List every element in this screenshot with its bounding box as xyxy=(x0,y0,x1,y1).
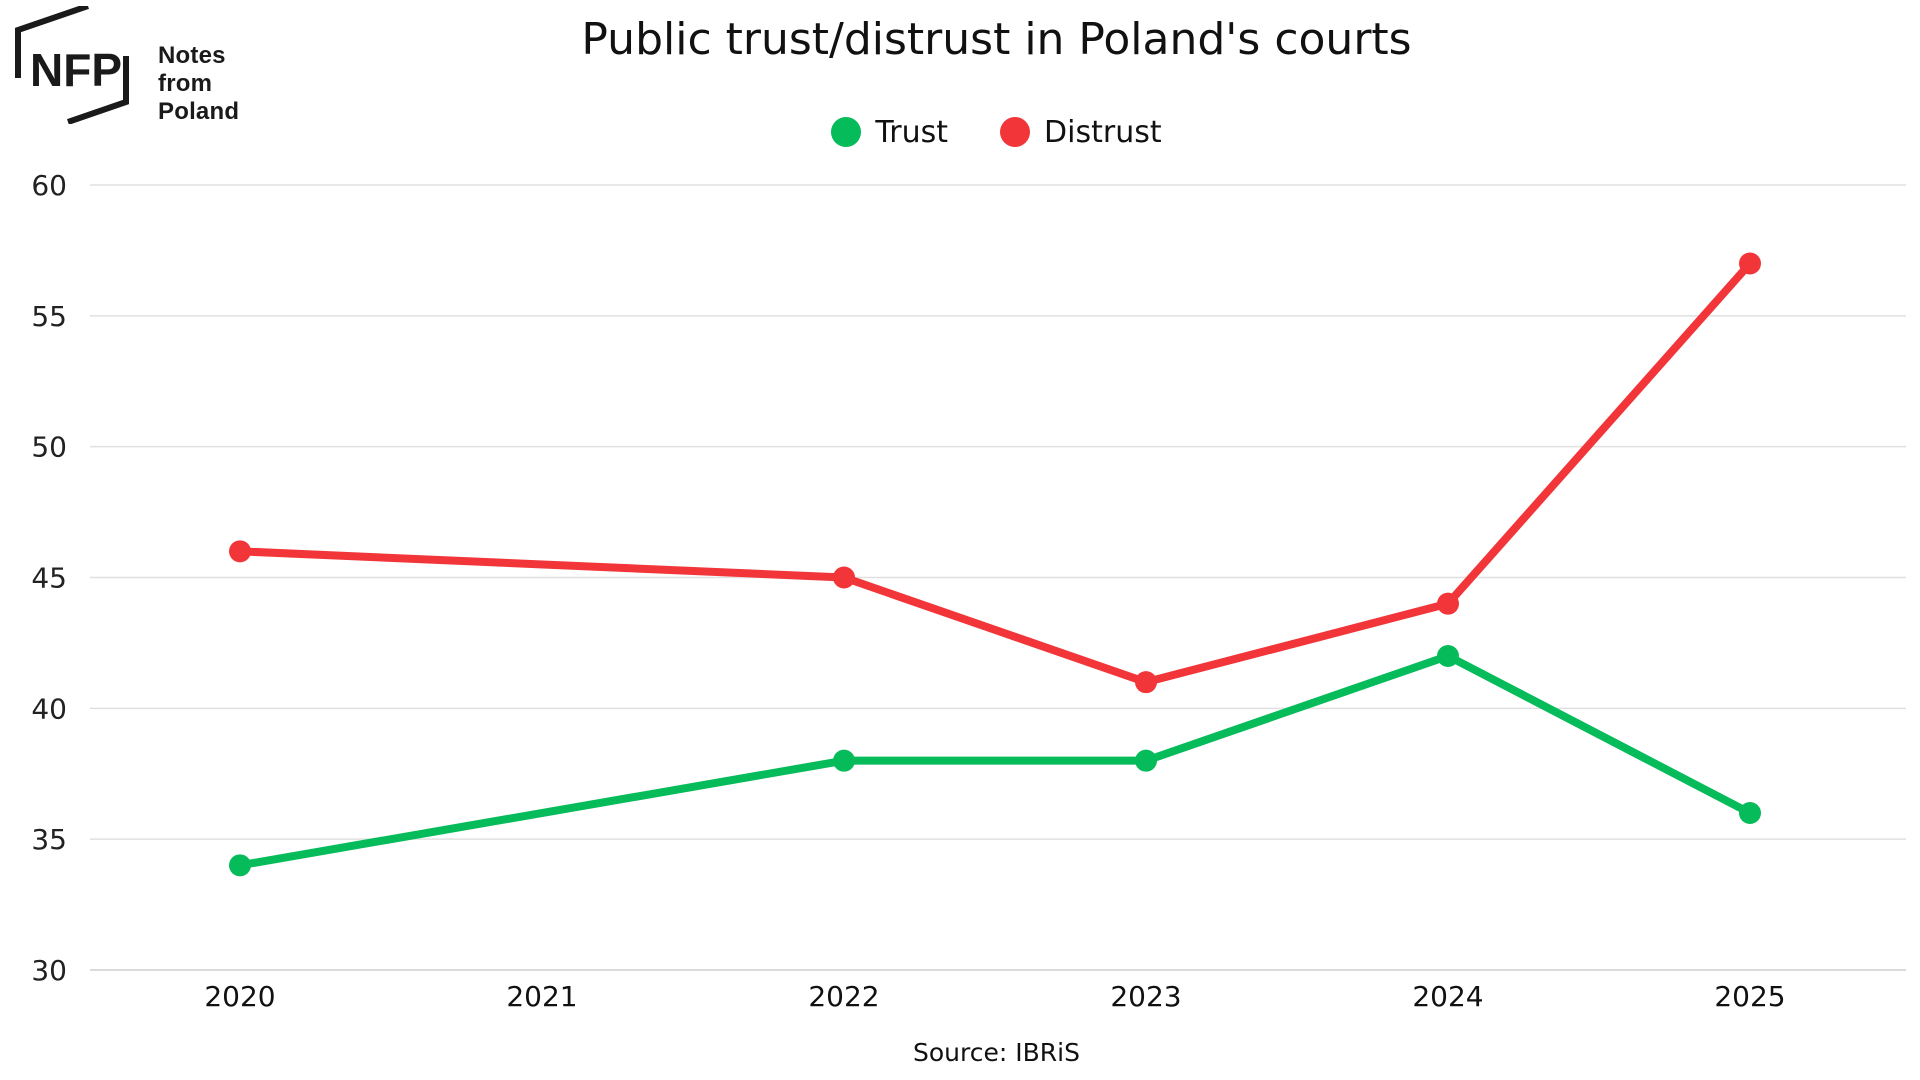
y-tick-label-30: 30 xyxy=(31,954,67,987)
y-tick-label-40: 40 xyxy=(31,692,67,725)
series-line-distrust xyxy=(236,259,1754,687)
data-point-distrust-2023 xyxy=(1135,671,1157,694)
data-point-trust-2020 xyxy=(229,854,251,877)
x-tick-label-2021: 2021 xyxy=(506,980,577,1013)
data-point-trust-2022 xyxy=(833,749,855,772)
y-tick-label-60: 60 xyxy=(31,169,67,202)
y-tick-label-45: 45 xyxy=(31,562,67,595)
y-tick-label-55: 55 xyxy=(31,300,67,333)
series-line-trust xyxy=(236,652,1754,870)
x-tick-label-2023: 2023 xyxy=(1110,980,1181,1013)
legend-item-trust: Trust xyxy=(831,112,948,152)
data-point-distrust-2025 xyxy=(1739,252,1761,275)
x-tick-label-2020: 2020 xyxy=(204,980,275,1013)
data-point-trust-2023 xyxy=(1135,749,1157,772)
logo-line-1: Notes from xyxy=(158,42,226,97)
data-point-distrust-2020 xyxy=(229,540,251,563)
data-point-trust-2024 xyxy=(1437,645,1459,667)
nfp-logo: NFP Notes from Poland xyxy=(14,3,274,126)
legend-label-distrust: Distrust xyxy=(1044,114,1162,150)
data-point-distrust-2022 xyxy=(833,566,855,589)
data-point-distrust-2024 xyxy=(1437,592,1459,615)
svg-text:NFP: NFP xyxy=(30,44,122,96)
nfp-logo-mark: NFP xyxy=(15,3,129,125)
legend-swatch-trust xyxy=(831,117,862,147)
y-tick-label-35: 35 xyxy=(31,823,67,856)
logo-line-2: Poland xyxy=(158,98,240,125)
chart-legend: Trust Distrust xyxy=(0,112,1920,152)
legend-item-distrust: Distrust xyxy=(1000,112,1162,152)
x-tick-label-2022: 2022 xyxy=(808,980,879,1013)
y-tick-label-50: 50 xyxy=(31,431,67,464)
data-point-trust-2025 xyxy=(1739,802,1761,824)
logo-wordmark: Notes from Poland xyxy=(158,42,274,126)
source-note: Source: IBRiS xyxy=(913,1038,1080,1067)
x-tick-label-2025: 2025 xyxy=(1714,980,1785,1013)
chart-title: Public trust/distrust in Poland's courts xyxy=(581,14,1412,65)
legend-swatch-distrust xyxy=(1000,117,1031,147)
legend-label-trust: Trust xyxy=(875,114,949,150)
x-tick-label-2024: 2024 xyxy=(1412,980,1483,1013)
